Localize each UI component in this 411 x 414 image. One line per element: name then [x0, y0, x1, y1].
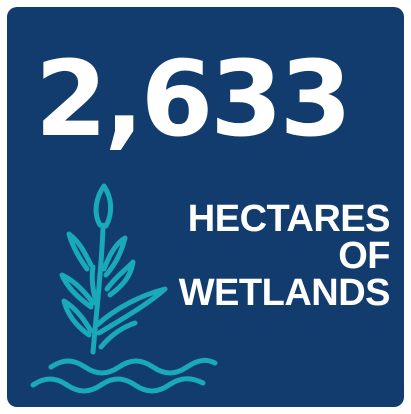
wetland-reed-icon	[30, 183, 218, 394]
stat-value: 2,633	[35, 38, 352, 160]
caption-line: WETLANDS	[178, 272, 391, 314]
cattail-head	[93, 183, 114, 229]
reed-leaf	[59, 272, 96, 310]
reed-leaf	[89, 264, 100, 308]
reed-leaf	[98, 320, 138, 350]
reed-leaf	[101, 235, 128, 278]
caption-line: HECTARES	[187, 198, 391, 240]
stat-caption: HECTARES OF WETLANDS	[178, 198, 391, 314]
water-wave	[30, 376, 206, 394]
reed-stem	[90, 224, 106, 355]
caption-line: OF	[338, 235, 390, 277]
reed-leaf	[104, 259, 136, 298]
stat-card: 2,633 HECTARES OF WETLANDS	[7, 7, 404, 407]
reed-leaf	[94, 286, 168, 336]
water-wave	[48, 357, 218, 376]
reed-leaf	[66, 231, 94, 272]
reed-leaf	[61, 298, 94, 338]
